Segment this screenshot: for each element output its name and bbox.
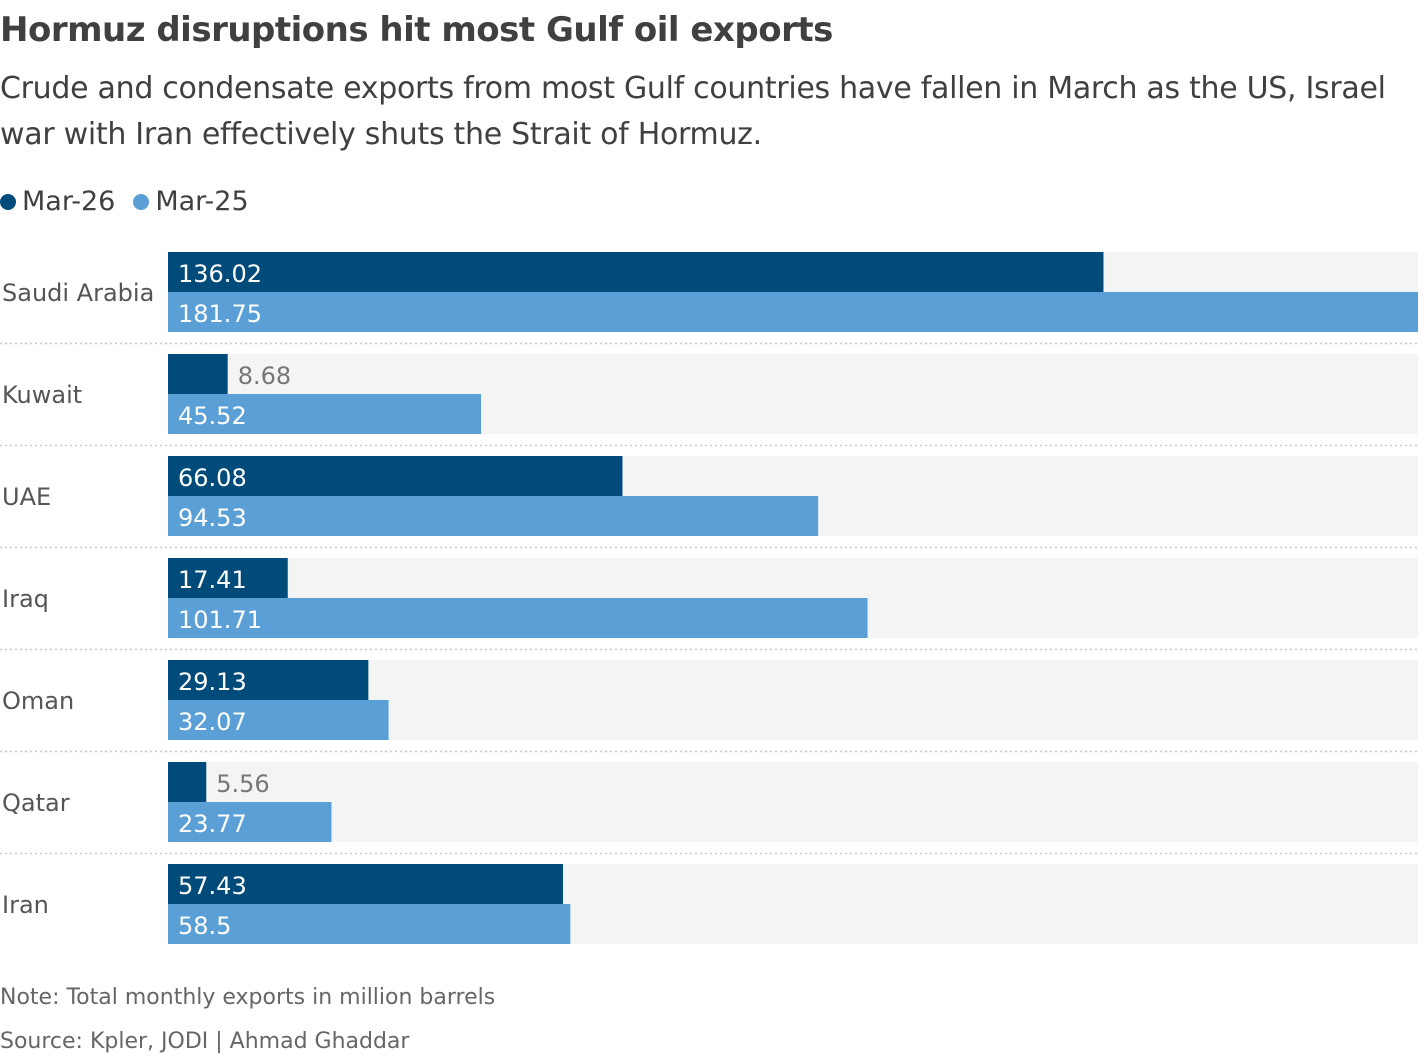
category-label: Saudi Arabia — [2, 279, 154, 307]
data-label: 17.41 — [178, 566, 247, 594]
data-label: 45.52 — [178, 402, 247, 430]
bar-mar-26 — [168, 354, 228, 394]
bar-track — [168, 762, 1418, 842]
legend-swatch — [133, 193, 150, 210]
bar-mar-25 — [168, 292, 1418, 332]
chart-subtitle: Crude and condensate exports from most G… — [0, 71, 1386, 152]
bar-mar-25 — [168, 496, 819, 536]
data-label: 66.08 — [178, 464, 247, 492]
bar-chart: Saudi Arabia 136.02 181.75 Kuwait 8.68 45.52 U… — [0, 252, 1420, 944]
category-label: Oman — [2, 687, 74, 715]
data-label: 57.43 — [178, 872, 247, 900]
data-label: 58.5 — [178, 912, 231, 940]
data-label: 94.53 — [178, 504, 247, 532]
data-label: 181.75 — [178, 300, 262, 328]
bar-mar-25 — [168, 904, 571, 944]
bar-mar-25 — [168, 394, 482, 434]
legend-label: Mar-26 — [22, 186, 116, 217]
data-label: 5.56 — [216, 770, 269, 798]
legend-swatch — [0, 193, 16, 210]
category-label: Qatar — [2, 789, 70, 817]
data-label: 101.71 — [178, 606, 262, 634]
category-label: Iraq — [2, 585, 49, 613]
data-label: 32.07 — [178, 708, 247, 736]
chart-source: Source: Kpler, JODI | Ahmad Ghaddar — [0, 1029, 410, 1054]
legend-label: Mar-25 — [155, 186, 249, 217]
data-label: 29.13 — [178, 668, 247, 696]
category-label: Iran — [2, 891, 49, 919]
bar-mar-26 — [168, 864, 563, 904]
legend-item-mar-26: Mar-26 — [0, 186, 115, 217]
legend: Mar-26 Mar-25 — [0, 186, 249, 217]
bar-mar-26 — [168, 762, 207, 802]
category-label: Kuwait — [2, 381, 82, 409]
chart-title: Hormuz disruptions hit most Gulf oil exp… — [0, 10, 833, 50]
bar-mar-25 — [168, 700, 389, 740]
bar-mar-26 — [168, 660, 369, 700]
data-label: 23.77 — [178, 810, 247, 838]
bar-mar-25 — [168, 598, 868, 638]
chart-note: Note: Total monthly exports in million b… — [0, 985, 496, 1010]
legend-item-mar-25: Mar-25 — [133, 186, 249, 217]
category-label: UAE — [2, 483, 51, 511]
data-label: 136.02 — [178, 260, 262, 288]
bar-mar-25 — [168, 802, 332, 842]
bar-mar-26 — [168, 456, 623, 496]
bar-mar-26 — [168, 558, 288, 598]
data-label: 8.68 — [238, 362, 291, 390]
bar-mar-26 — [168, 252, 1104, 292]
